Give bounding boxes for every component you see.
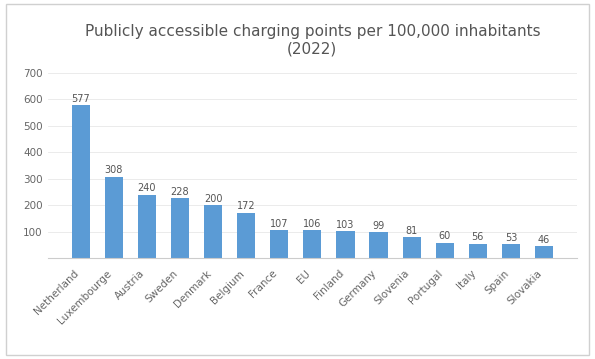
Text: 53: 53 [505,233,517,243]
Bar [469,244,487,258]
Bar [436,243,454,258]
Text: 99: 99 [372,221,385,231]
Bar [105,177,123,258]
Text: 60: 60 [439,231,451,241]
Bar [403,237,421,258]
Text: 308: 308 [105,165,123,175]
Bar [502,244,520,258]
Bar [171,198,189,258]
Text: 106: 106 [303,219,321,229]
Text: 577: 577 [71,94,90,104]
Text: 103: 103 [336,220,355,230]
Bar [336,231,355,258]
Text: 107: 107 [270,219,289,229]
Bar [237,213,255,258]
Text: 228: 228 [171,187,189,197]
Bar [270,230,289,258]
Text: 56: 56 [472,232,484,242]
Text: 240: 240 [137,183,156,194]
Text: 81: 81 [406,226,418,236]
Text: 46: 46 [538,235,550,245]
Title: Publicly accessible charging points per 100,000 inhabitants
(2022): Publicly accessible charging points per … [84,24,540,56]
Text: 172: 172 [237,201,255,211]
Bar [535,246,553,258]
Bar [71,105,90,258]
Text: 200: 200 [204,194,223,204]
Bar [138,195,156,258]
Bar [303,230,321,258]
Bar [204,205,222,258]
Bar [369,232,388,258]
